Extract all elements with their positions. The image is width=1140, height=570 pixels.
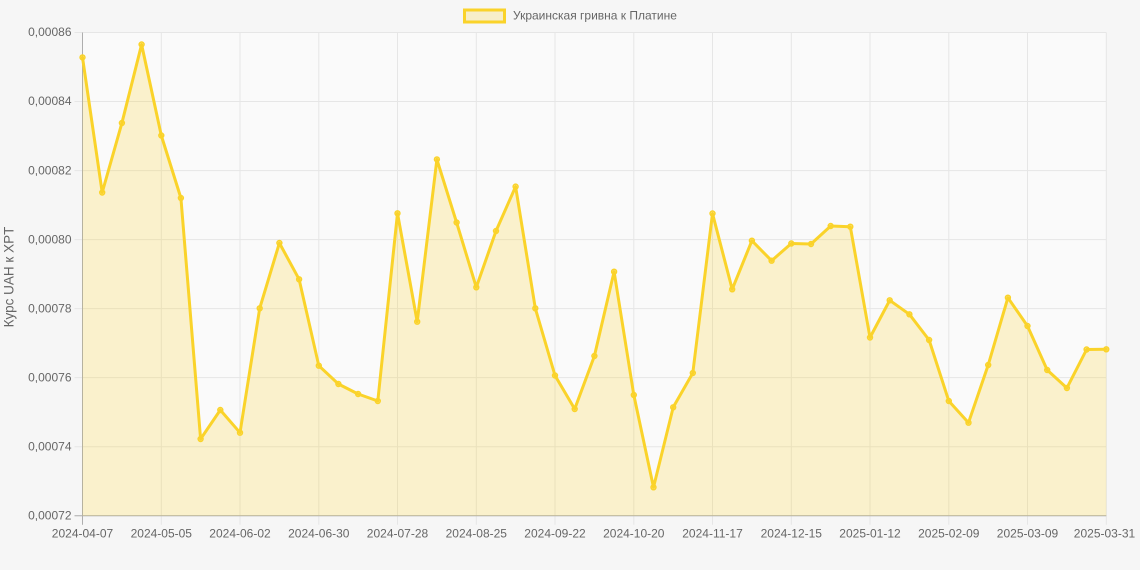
svg-text:0,00078: 0,00078 bbox=[28, 301, 72, 315]
svg-text:2024-06-02: 2024-06-02 bbox=[209, 527, 271, 541]
svg-text:0,00082: 0,00082 bbox=[28, 163, 72, 177]
svg-text:0,00080: 0,00080 bbox=[28, 232, 72, 246]
svg-text:0,00074: 0,00074 bbox=[28, 439, 72, 453]
svg-text:2024-07-28: 2024-07-28 bbox=[367, 527, 429, 541]
svg-text:2024-12-15: 2024-12-15 bbox=[761, 527, 823, 541]
svg-text:2024-08-25: 2024-08-25 bbox=[446, 527, 508, 541]
svg-text:2024-11-17: 2024-11-17 bbox=[682, 527, 743, 541]
svg-text:2024-05-05: 2024-05-05 bbox=[131, 527, 193, 541]
svg-text:0,00076: 0,00076 bbox=[28, 370, 72, 384]
svg-text:Украинская гривна к Платине: Украинская гривна к Платине bbox=[513, 9, 677, 23]
svg-text:2024-06-30: 2024-06-30 bbox=[288, 527, 350, 541]
svg-text:2025-03-31: 2025-03-31 bbox=[1074, 527, 1136, 541]
svg-text:2025-03-09: 2025-03-09 bbox=[997, 527, 1059, 541]
svg-text:0,00086: 0,00086 bbox=[28, 25, 72, 39]
svg-text:0,00072: 0,00072 bbox=[28, 508, 72, 522]
svg-text:2025-02-09: 2025-02-09 bbox=[918, 527, 980, 541]
svg-text:2024-04-07: 2024-04-07 bbox=[52, 527, 114, 541]
svg-text:2024-10-20: 2024-10-20 bbox=[603, 527, 665, 541]
svg-text:0,00084: 0,00084 bbox=[28, 94, 72, 108]
svg-text:Курс UAH к XPT: Курс UAH к XPT bbox=[2, 227, 17, 328]
svg-text:2025-01-12: 2025-01-12 bbox=[839, 527, 901, 541]
svg-text:2024-09-22: 2024-09-22 bbox=[524, 527, 586, 541]
